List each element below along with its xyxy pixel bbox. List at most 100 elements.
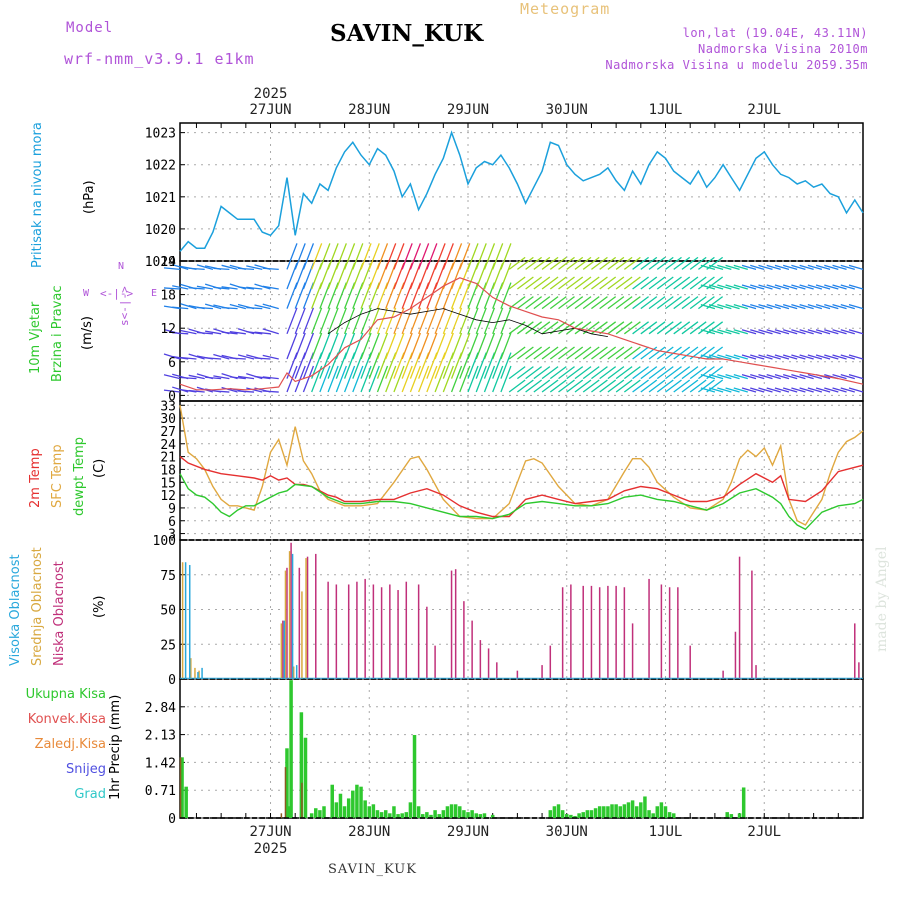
wind-arrow [733, 387, 748, 393]
wind-arrow [393, 243, 405, 270]
clouds-y-tick-label: 25 [160, 638, 176, 653]
wind-arrow [599, 276, 617, 290]
mid-cloud-bar [305, 558, 307, 679]
wind-arrow [750, 373, 765, 380]
wind-arrow [385, 307, 397, 335]
wind-arrow [640, 321, 658, 335]
wind-arrow [335, 365, 347, 393]
wind-y-tick-label: 24 [160, 255, 176, 270]
wind-arrow [750, 303, 765, 310]
low-cloud-bar [598, 587, 601, 679]
wind-arrow [237, 286, 255, 290]
wind-arrow [467, 243, 479, 270]
wind-arrow [640, 276, 658, 290]
low-cloud-bar [389, 584, 391, 679]
low-cloud-bar [397, 590, 399, 679]
wind-arrow [698, 321, 715, 335]
precip-y-tick-label: 0.71 [145, 784, 176, 799]
low-cloud-bar [541, 665, 543, 679]
low-cloud-bar [549, 645, 552, 679]
wind-arrow [807, 373, 823, 380]
total-rain-bar [647, 810, 651, 818]
wind-arrow [574, 256, 592, 270]
total-rain-bar [602, 806, 606, 818]
wind-arrow [188, 374, 205, 380]
wind-arrow [599, 321, 617, 335]
wind-arrow [681, 379, 699, 393]
lonlat-label: lon,lat (19.04E, 43.11N) [682, 26, 868, 40]
wind-arrow [196, 285, 214, 290]
wind-arrow [188, 267, 205, 271]
wind-arrow [599, 296, 617, 310]
wind-arrow [541, 379, 559, 393]
wind-arrow [525, 296, 543, 310]
wind-arrow [741, 264, 757, 271]
wind-arrow [541, 366, 559, 380]
wind-arrow [700, 284, 716, 290]
wind-arrow [492, 332, 504, 360]
wind-arrow [492, 307, 504, 335]
high-cloud-bar [197, 672, 199, 679]
wind-arrow [426, 307, 438, 335]
wind-arrow [774, 284, 790, 290]
wind-arrow [717, 373, 732, 380]
wind-arrow [549, 256, 567, 270]
wind-arrow [343, 307, 356, 335]
convective-rain-bar [179, 757, 182, 818]
wind-arrow [294, 243, 306, 270]
wind-arrow [725, 264, 740, 271]
wind-arrow [500, 307, 512, 335]
total-rain-bar [441, 810, 446, 818]
wind-arrow [832, 303, 847, 310]
wind-arrow [766, 373, 781, 380]
wind-arrow [774, 329, 790, 335]
total-rain-bar [622, 804, 627, 818]
wind-arrow [262, 376, 279, 380]
wind-arrow [700, 264, 716, 271]
total-rain-bar [630, 800, 635, 818]
convective-rain-bar [284, 767, 287, 818]
wind-arrow [656, 346, 674, 360]
mid-cloud-bar [198, 670, 200, 679]
wind-ylabel-unit: (m/s) [80, 316, 95, 350]
wind-arrow [492, 365, 504, 393]
compass-vertical: s<-|-> [118, 286, 131, 326]
wind-arrow [774, 303, 790, 310]
wind-arrow [163, 389, 181, 393]
wind-arrow [574, 346, 592, 360]
mid-cloud-bar [280, 623, 283, 679]
wind-arrow [196, 331, 213, 335]
wind-arrow [632, 256, 649, 270]
wind-arrow [848, 264, 864, 271]
mid-cloud-bar [292, 666, 295, 679]
legend-total-rain: Ukupna Kisa [25, 687, 106, 702]
wind-arrow [582, 256, 600, 270]
wind-arrow [766, 387, 781, 393]
wind-arrow [180, 376, 197, 380]
total-rain-bar [655, 806, 660, 818]
wind-arrow [360, 332, 372, 360]
wind-arrow [824, 284, 839, 290]
wind-arrow [360, 365, 372, 393]
wind-arrow [483, 365, 496, 393]
x-tick-label-top: 2JUL [747, 102, 781, 118]
wind-arrow [607, 366, 625, 380]
wind-arrow [824, 264, 839, 271]
wind-arrow [418, 365, 430, 393]
wind-arrow [213, 390, 230, 393]
low-cloud-bar [364, 578, 366, 679]
wind-arrow [196, 306, 213, 310]
wind-arrow [848, 284, 864, 290]
wind-arrow [237, 375, 255, 380]
total-rain-bar [470, 810, 474, 818]
wind-arrow [681, 256, 699, 270]
wind-arrow [840, 329, 855, 335]
total-rain-bar [375, 810, 380, 818]
wind-ylabel-main: 10m Vjetar [28, 301, 43, 374]
wind-arrow [516, 366, 534, 380]
temp-ylabel-2m: 2m Temp [28, 448, 43, 508]
wind-arrow [791, 387, 806, 393]
low-cloud-bar [380, 587, 383, 679]
wind-arrow [401, 332, 413, 360]
wind-arrow [376, 243, 389, 270]
